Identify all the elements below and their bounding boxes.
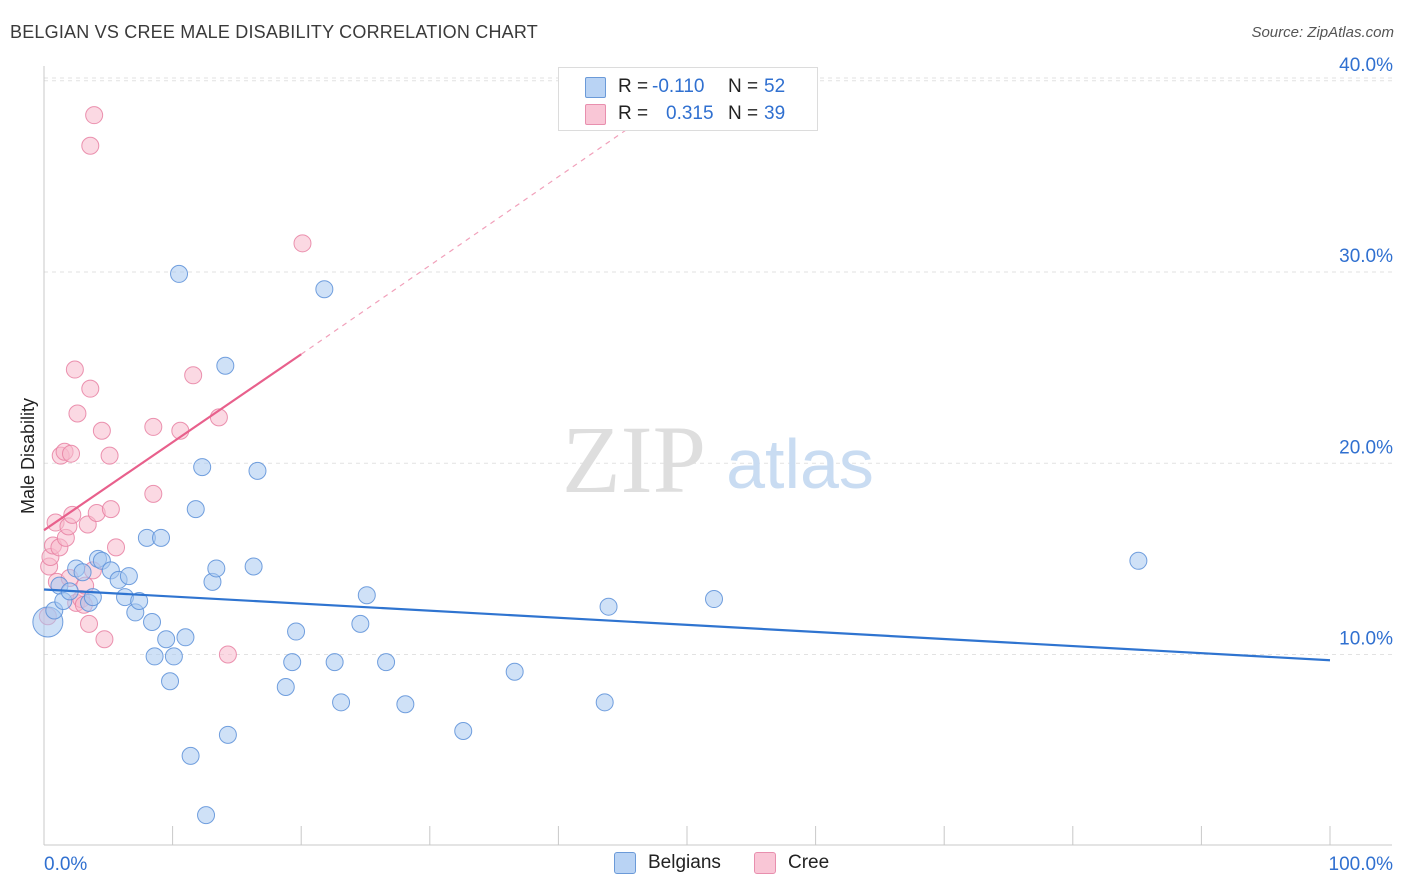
belgians-point (152, 528, 171, 547)
belgians-point (276, 678, 295, 697)
belgians-point (186, 500, 205, 519)
cree-point (63, 505, 82, 524)
cree-point (85, 106, 104, 125)
watermark-zip: ZIP (562, 406, 706, 513)
watermark-atlas: atlas (726, 425, 874, 503)
belgians-point (207, 559, 226, 578)
belgians-point (283, 653, 302, 672)
legend-item-belgians: Belgians (614, 852, 721, 874)
cree-point (68, 404, 87, 423)
belgians-point (315, 280, 334, 299)
axes (43, 66, 1392, 846)
y-tick-label: 30.0% (1339, 246, 1393, 267)
belgians-point (505, 662, 524, 681)
belgians-point (164, 647, 183, 666)
belgians-point (357, 586, 376, 605)
belgians-point (119, 567, 138, 586)
legend-row-cree: R = 0.315 N = 39 (585, 102, 785, 126)
trend-lines (43, 118, 1331, 662)
cree-point (62, 444, 81, 463)
belgians-point (377, 653, 396, 672)
belgians-point (170, 264, 189, 283)
cree-point (101, 500, 120, 519)
belgians-point (599, 597, 618, 616)
r-label: R = (618, 76, 649, 97)
belgians-point (145, 647, 164, 666)
belgians-point (332, 693, 351, 712)
belgians-point (197, 806, 216, 825)
n-label: N = (728, 103, 759, 124)
correlation-legend: R = -0.110 N = 52 R = 0.315 N = 39 (558, 67, 818, 131)
legend-row-belgians: R = -0.110 N = 52 (585, 75, 785, 99)
cree-point (80, 614, 99, 633)
cree-point (92, 421, 111, 440)
cree-point (293, 234, 312, 253)
x-tick-label: 0.0% (44, 854, 87, 875)
y-tick-label: 40.0% (1339, 55, 1393, 76)
belgians-point (161, 672, 180, 691)
belgians-point (130, 591, 149, 610)
cree-point (81, 379, 100, 398)
belgians-point (287, 622, 306, 641)
cree-point (81, 136, 100, 155)
series-legend: Belgians Cree (0, 852, 1406, 878)
belgians-point (396, 695, 415, 714)
n-value: 52 (764, 76, 786, 97)
r-label: R = (618, 103, 649, 124)
cree-point (144, 484, 163, 503)
chart-title: BELGIAN VS CREE MALE DISABILITY CORRELAT… (10, 22, 538, 42)
cree-point (184, 366, 203, 385)
cree-trend-extension (300, 118, 643, 355)
y-tick-label: 10.0% (1339, 629, 1393, 650)
tick-labels: 10.0% 20.0% 30.0% 40.0% 0.0% 100.0% (44, 55, 1393, 875)
watermark: ZIP atlas (562, 406, 874, 513)
belgians-point (1129, 551, 1148, 570)
belgians-point (176, 628, 195, 647)
cree-swatch (585, 103, 606, 125)
belgians-point (218, 725, 237, 744)
belgians-point (351, 614, 370, 633)
belgians-point (454, 722, 473, 740)
cree-swatch (754, 852, 776, 874)
source-label: Source: ZipAtlas.com (1251, 24, 1394, 41)
belgians-swatch (614, 852, 636, 874)
y-axis-label: Male Disability (18, 398, 38, 514)
r-value: 0.315 (666, 103, 714, 124)
cree-point (144, 417, 163, 436)
belgians-point (73, 563, 92, 582)
legend-label-belgians: Belgians (648, 852, 721, 873)
belgians-point (216, 356, 235, 375)
belgians-point (157, 630, 176, 649)
belgians-point (181, 746, 200, 765)
legend-label-cree: Cree (788, 852, 830, 873)
n-label: N = (728, 76, 759, 97)
belgians-trend-line (43, 588, 1331, 662)
belgians-point (705, 590, 724, 609)
belgians-point (244, 557, 263, 576)
belgians-point (248, 461, 267, 480)
y-tick-label: 20.0% (1339, 437, 1393, 458)
cree-point (107, 538, 126, 557)
n-value: 39 (764, 103, 786, 124)
cree-point (100, 446, 119, 465)
cree-trend-line (43, 353, 302, 532)
belgians-point (595, 693, 614, 712)
cree-point (218, 645, 237, 664)
belgians-point (143, 612, 162, 631)
belgians-swatch (585, 76, 606, 98)
x-tick-label: 100.0% (1329, 854, 1394, 875)
belgians-point (325, 653, 344, 672)
cree-point (95, 630, 114, 649)
belgians-point (193, 458, 212, 477)
r-value: -0.110 (652, 76, 705, 97)
cree-point (65, 360, 84, 379)
legend-item-cree: Cree (754, 852, 829, 874)
